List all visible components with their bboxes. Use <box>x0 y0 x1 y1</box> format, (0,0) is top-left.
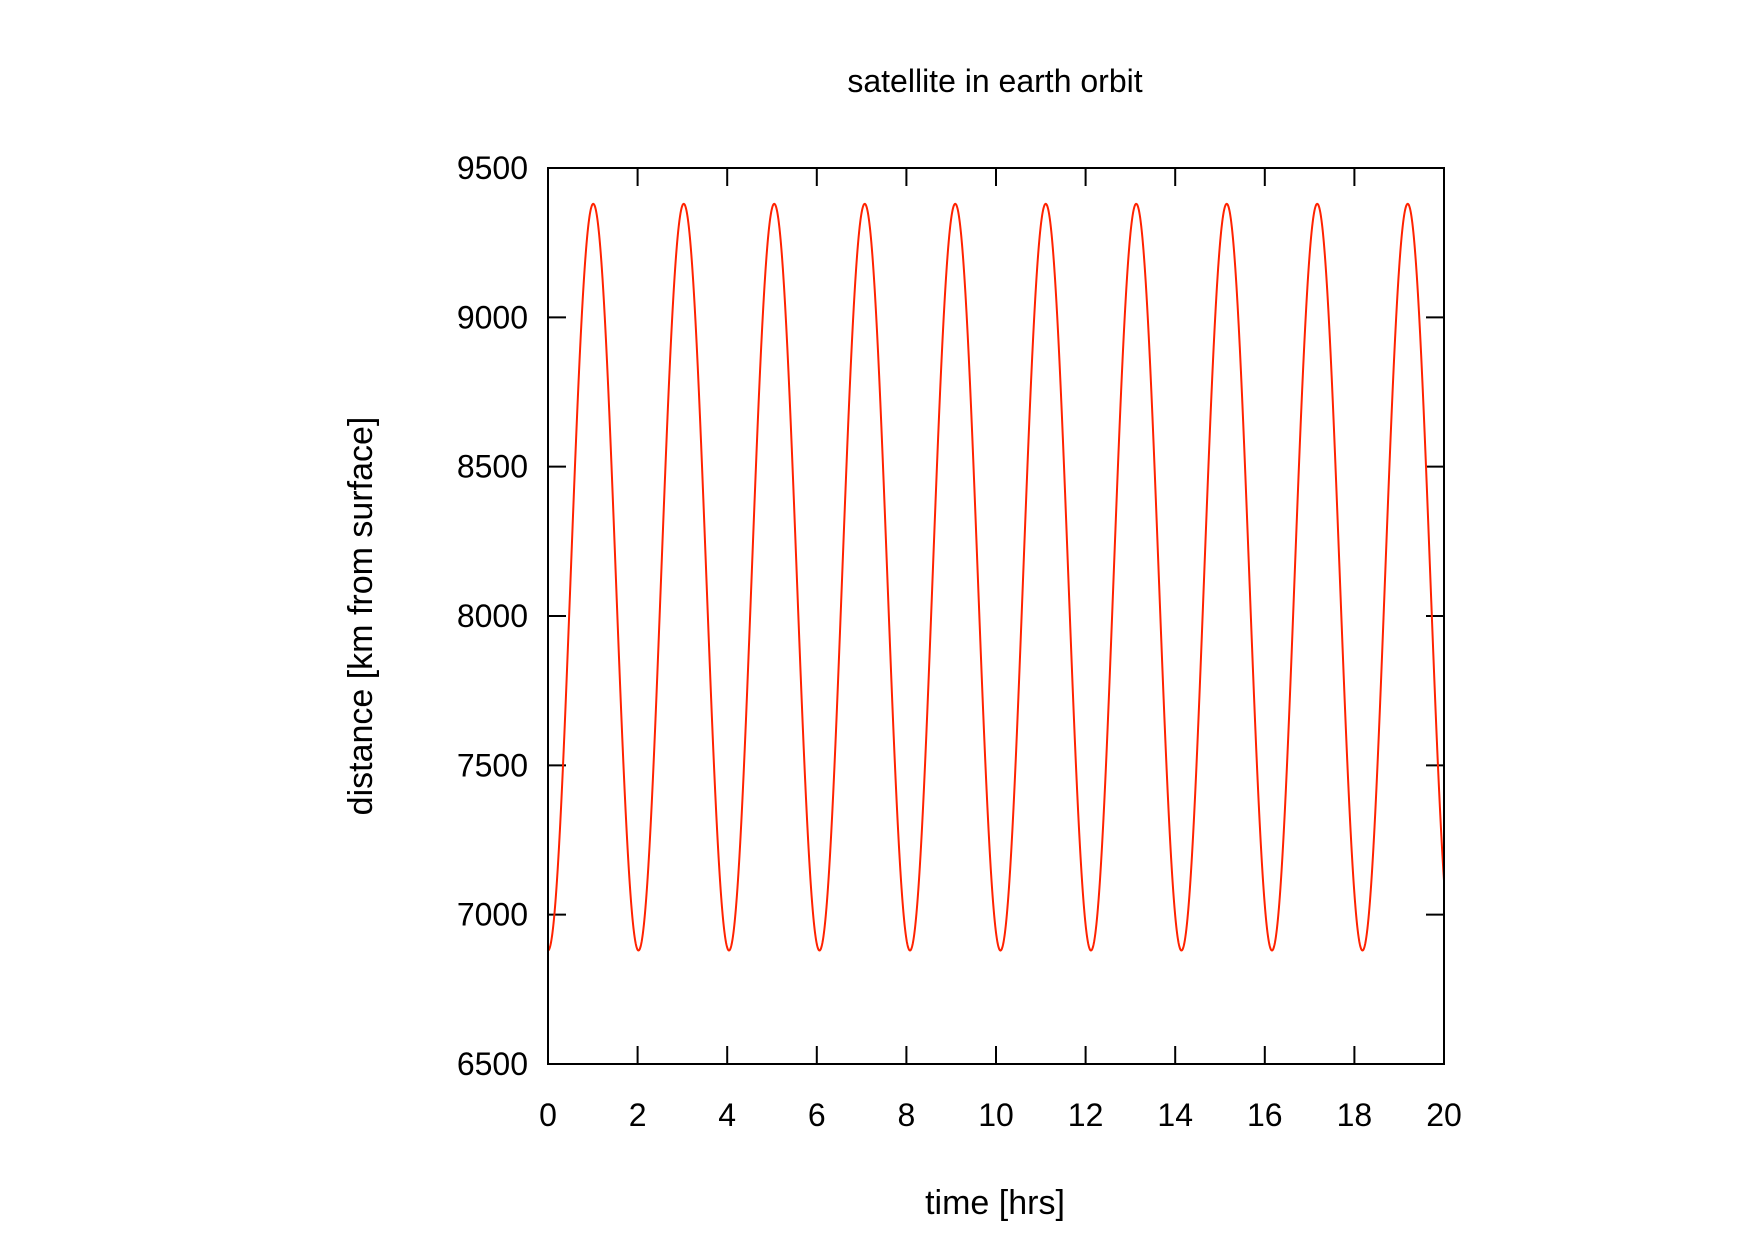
y-tick-label: 8000 <box>457 598 528 634</box>
tick-labels-layer: 0 2 4 6 8 10 12 14 16 18 20 6500 7000 7500 8000 8500 900… <box>457 150 1462 1133</box>
x-tick-label: 6 <box>808 1097 826 1133</box>
x-tick-label: 16 <box>1247 1097 1283 1133</box>
x-tick-label: 18 <box>1337 1097 1373 1133</box>
x-tick-label: 14 <box>1157 1097 1193 1133</box>
x-tick-label: 8 <box>898 1097 916 1133</box>
chart-title: satellite in earth orbit <box>847 63 1142 99</box>
series-line <box>547 202 1445 952</box>
x-tick-label: 20 <box>1426 1097 1462 1133</box>
x-tick-label: 4 <box>718 1097 736 1133</box>
x-tick-label: 2 <box>629 1097 647 1133</box>
x-tick-label: 0 <box>539 1097 557 1133</box>
y-tick-label: 8500 <box>457 449 528 485</box>
y-tick-label: 7000 <box>457 897 528 933</box>
x-tick-label: 12 <box>1068 1097 1104 1133</box>
y-tick-label: 6500 <box>457 1046 528 1082</box>
y-tick-label: 9000 <box>457 299 528 335</box>
x-tick-label: 10 <box>978 1097 1014 1133</box>
x-axis-label: time [hrs] <box>925 1184 1065 1222</box>
y-tick-label: 9500 <box>457 150 528 186</box>
y-tick-label: 7500 <box>457 747 528 783</box>
plot-frame <box>547 167 1445 1065</box>
y-axis-label: distance [km from surface] <box>342 417 380 816</box>
